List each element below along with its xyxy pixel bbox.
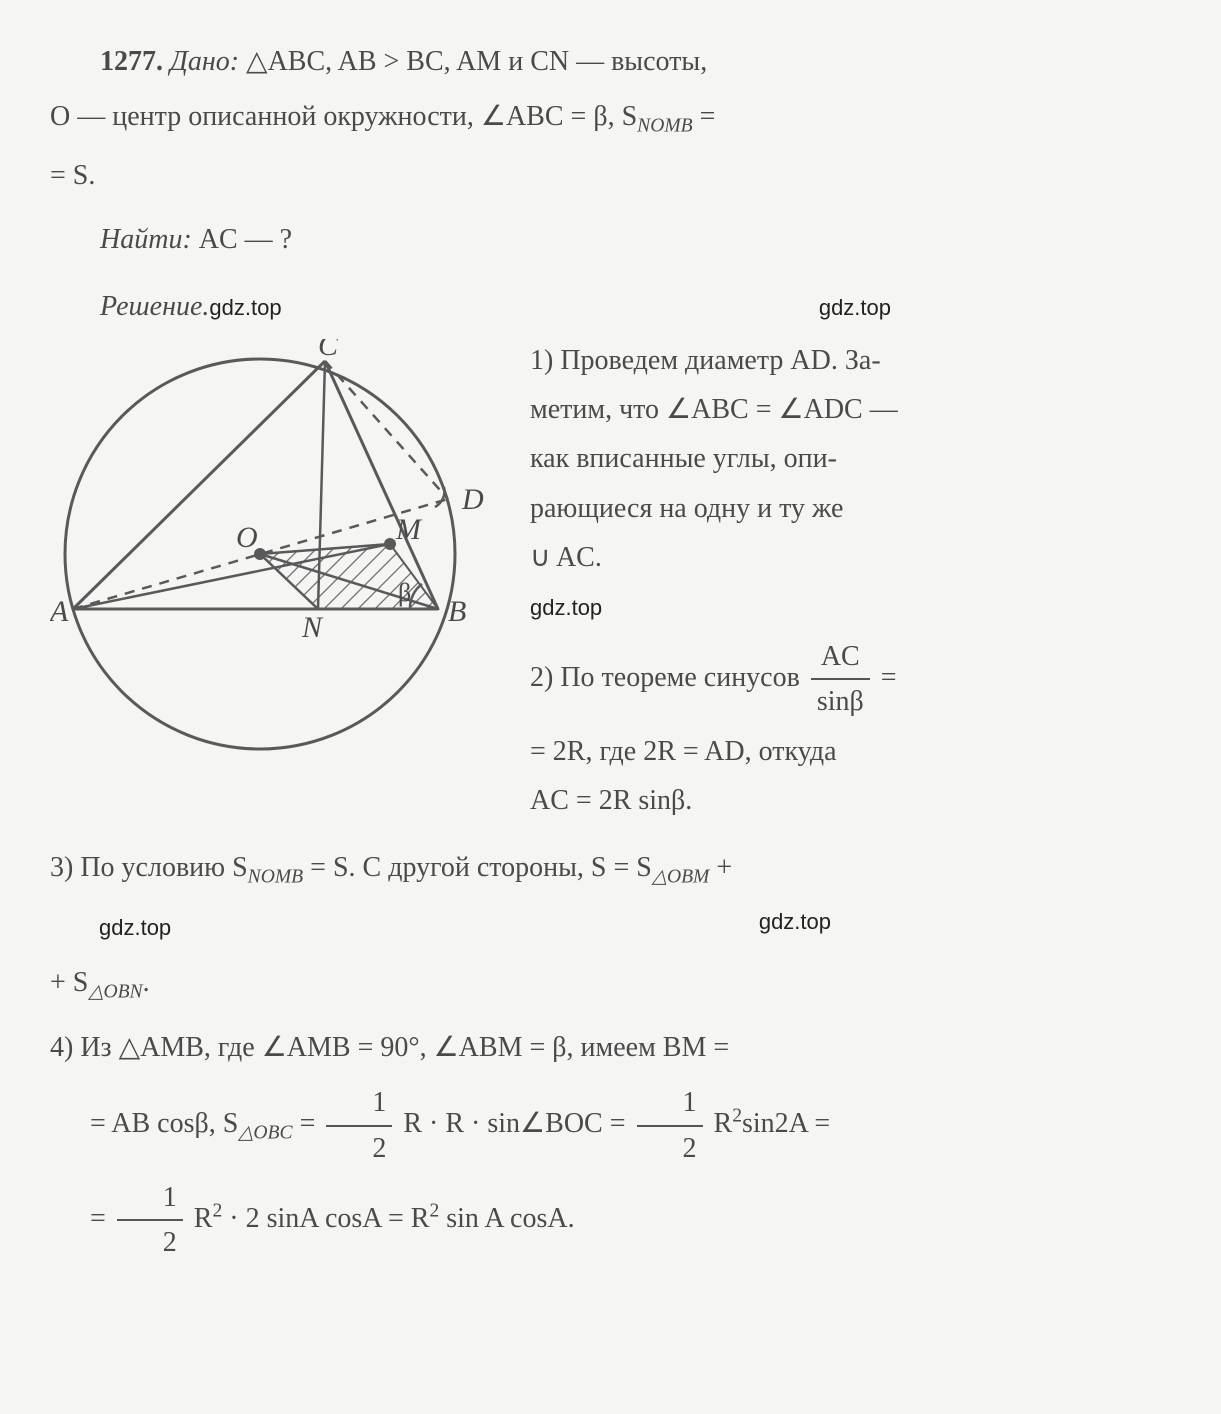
s4j: sin A cosA. — [439, 1203, 574, 1234]
step4-line2: = AB cosβ, S△OBC = 1 2 R · R · sin∠BOC =… — [50, 1081, 1171, 1170]
step3-wm-row: gdz.top gdz.top — [50, 905, 1171, 948]
find-paragraph: Найти: AC — ? — [50, 218, 1171, 261]
given-label: Дано: — [170, 46, 239, 77]
sup2c: 2 — [429, 1200, 439, 1221]
s4g: = — [90, 1203, 113, 1234]
svg-text:N: N — [301, 611, 324, 644]
step1-line2: метим, что ∠ABC = ∠ADC — — [530, 388, 1171, 431]
h1d: 2 — [326, 1127, 392, 1170]
step3-line2: + S△OBN. — [50, 961, 1171, 1008]
given-text-2: O — центр описанной окружности, ∠ABC = β… — [50, 101, 637, 132]
svg-text:O: O — [236, 521, 258, 554]
s3d: + S — [50, 967, 88, 998]
figure-row: A B C D O M N β 1) Проведем диаметр AD. … — [50, 339, 1171, 829]
s3e: . — [143, 967, 150, 998]
s3sub3: △OBN — [88, 981, 142, 1002]
svg-text:D: D — [461, 483, 484, 516]
frac-den: sinβ — [811, 680, 870, 723]
watermark-5: gdz.top — [759, 905, 831, 948]
step2-line3: AC = 2R sinβ. — [530, 779, 1171, 822]
s4d: R · R · sin∠BOC = — [403, 1108, 632, 1139]
solution-label: Решение. — [100, 291, 209, 322]
s3sub1: NOMB — [248, 867, 304, 888]
step3-line1: 3) По условию SNOMB = S. С другой сторон… — [50, 846, 1171, 893]
h2n: 1 — [637, 1081, 703, 1126]
svg-text:C: C — [318, 339, 339, 362]
half2: 1 2 — [637, 1081, 703, 1170]
watermark-2: gdz.top — [819, 291, 891, 325]
step2-line1: 2) По теореме синусов AC sinβ = — [530, 635, 1171, 724]
step4-line3: = 1 2 R2 · 2 sinA cosA = R2 sin A cosA. — [50, 1176, 1171, 1265]
solution-header-row: Решение.gdz.top gdz.top — [50, 285, 1171, 328]
half1: 1 2 — [326, 1081, 392, 1170]
svg-text:M: M — [395, 513, 423, 546]
given-text-1: △ABC, AB > BC, AM и CN — высоты, — [246, 46, 707, 77]
s3a: 3) По условию S — [50, 852, 248, 883]
svg-text:β: β — [398, 578, 411, 607]
step4-line1: 4) Из △AMB, где ∠AMB = 90°, ∠ABM = β, им… — [50, 1026, 1171, 1069]
given-paragraph: 1277. Дано: △ABC, AB > BC, AM и CN — выс… — [50, 40, 1171, 83]
svg-text:B: B — [448, 595, 466, 628]
half3: 1 2 — [117, 1176, 183, 1265]
s3b: = S. С другой стороны, S = S — [303, 852, 652, 883]
s4b: = AB cosβ, S — [90, 1108, 238, 1139]
problem-number: 1277. — [100, 46, 163, 77]
s3c: + — [709, 852, 732, 883]
step1-line1: 1) Проведем диаметр AD. За- — [530, 339, 1171, 382]
frac-num: AC — [811, 635, 870, 680]
h3n: 1 — [117, 1176, 183, 1221]
step2-line2: = 2R, где 2R = AD, откуда — [530, 730, 1171, 773]
s4i: · 2 sinA cosA = R — [222, 1203, 429, 1234]
s4c: = — [293, 1108, 323, 1139]
solution-text-right: 1) Проведем диаметр AD. За- метим, что ∠… — [530, 339, 1171, 829]
svg-text:A: A — [50, 595, 69, 628]
find-text: AC — ? — [199, 224, 292, 255]
step1-line3: как вписанные углы, опи- — [530, 437, 1171, 480]
s4h: R — [194, 1203, 213, 1234]
h3d: 2 — [117, 1221, 183, 1264]
given-paragraph-3: = S. — [50, 154, 1171, 197]
given-text-3: = S. — [50, 160, 95, 191]
sub-nomb: NOMB — [637, 116, 693, 137]
figure-container: A B C D O M N β — [50, 339, 510, 772]
sup2b: 2 — [212, 1200, 222, 1221]
geometry-figure: A B C D O M N β — [50, 339, 510, 759]
watermark-1: gdz.top — [209, 295, 281, 320]
s4sub1: △OBC — [238, 1123, 292, 1144]
step2-text-a: 2) По теореме синусов — [530, 662, 800, 693]
step1-line5: ∪ AC. — [530, 536, 1171, 579]
given-paragraph-2: O — центр описанной окружности, ∠ABC = β… — [50, 95, 1171, 142]
find-label: Найти: — [100, 224, 192, 255]
h1n: 1 — [326, 1081, 392, 1126]
s3sub2: △OBM — [652, 867, 710, 888]
sup2a: 2 — [732, 1106, 742, 1127]
watermark-3: gdz.top — [530, 595, 602, 620]
s4f: sin2A = — [742, 1108, 830, 1139]
step1-line4: рающиеся на одну и ту же — [530, 487, 1171, 530]
fraction-ac-sinb: AC sinβ — [811, 635, 870, 724]
h2d: 2 — [637, 1127, 703, 1170]
s4e: R — [714, 1108, 733, 1139]
watermark-4: gdz.top — [99, 915, 171, 940]
